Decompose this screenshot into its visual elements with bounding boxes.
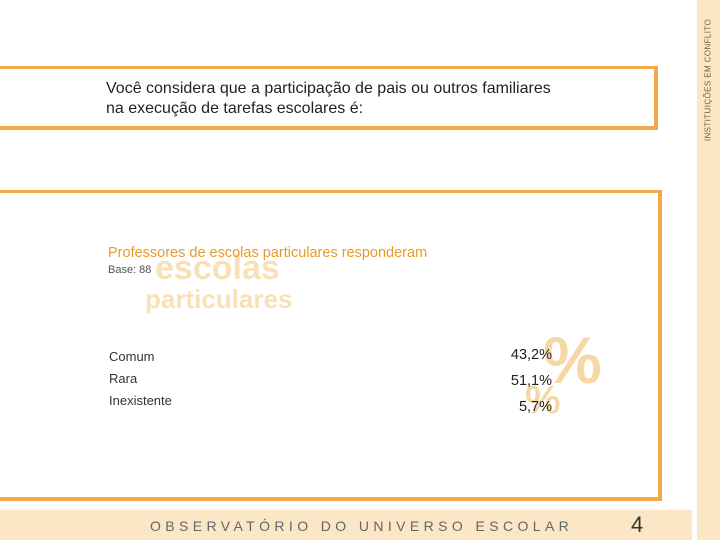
watermark-percent-small: % <box>525 378 561 422</box>
watermark-particulares: particulares <box>145 284 293 314</box>
section-subtitle: Professores de escolas particulares resp… <box>108 245 428 261</box>
sidebar-band <box>697 0 720 540</box>
question-text: Você considera que a participação de pai… <box>106 79 636 119</box>
result-value-rara: 51,1% <box>510 373 552 389</box>
sidebar-label: INSTITUIÇÕES EM CONFLITO <box>703 18 713 142</box>
watermark-percent-large: % <box>543 323 602 397</box>
question-box <box>0 66 658 130</box>
question-line-1: Você considera que a participação de pai… <box>106 80 551 97</box>
results-labels: Comum Rara Inexistente <box>109 346 172 412</box>
footer-bar <box>0 510 692 540</box>
result-label-inexistente: Inexistente <box>109 393 172 408</box>
results-box <box>0 190 662 501</box>
result-value-inexistente: 5,7% <box>518 399 552 415</box>
watermark-escolas: escolas <box>155 249 280 287</box>
question-line-2: na execução de tarefas escolares é: <box>106 100 364 117</box>
result-value-comum: 43,2% <box>510 347 552 363</box>
base-count: Base: 88 <box>108 264 152 276</box>
result-label-comum: Comum <box>109 349 155 364</box>
result-label-rara: Rara <box>109 371 138 386</box>
results-values: 43,2% 51,1% 5,7% <box>480 342 552 420</box>
page-number: 4 <box>631 512 644 537</box>
footer-title: OBSERVATÓRIO DO UNIVERSO ESCOLAR <box>150 518 574 534</box>
